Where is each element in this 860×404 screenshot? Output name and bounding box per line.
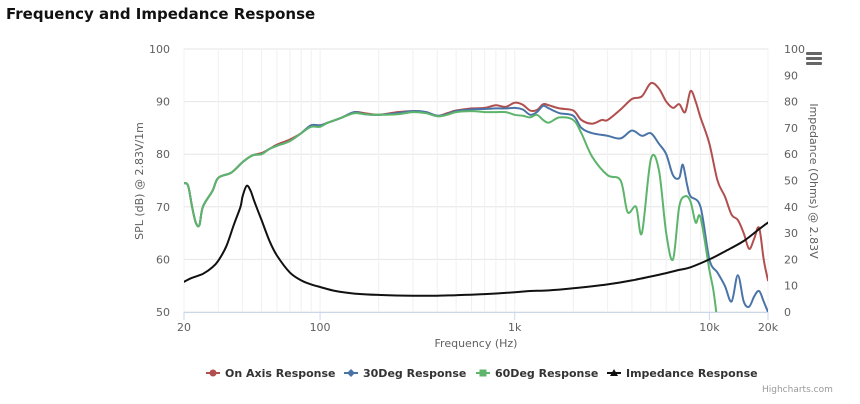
right-y-tick-label: 10 <box>784 280 798 293</box>
left-y-tick-label: 50 <box>156 306 170 319</box>
hamburger-menu-icon <box>806 52 822 55</box>
legend-triangle-marker <box>610 369 618 376</box>
x-tick-label: 100 <box>310 321 331 334</box>
hamburger-menu-icon-line <box>806 62 822 65</box>
chart-menu-button[interactable] <box>806 52 822 66</box>
x-tick-label: 20k <box>758 321 779 334</box>
legend-square-marker <box>479 369 487 377</box>
right-y-tick-label: 40 <box>784 201 798 214</box>
series-line-on-axis-response <box>184 81 768 282</box>
left-y-axis-title: SPL (dB) @ 2.83V/1m <box>133 122 146 240</box>
right-y-tick-label: 100 <box>784 43 805 56</box>
left-y-tick-label: 100 <box>149 43 170 56</box>
x-tick-label: 20 <box>177 321 191 334</box>
left-y-tick-label: 80 <box>156 148 170 161</box>
legend-label: 30Deg Response <box>363 367 466 380</box>
grid-lines <box>183 48 769 313</box>
axes: 50 60 70 80 90 100 0 10 20 30 40 50 60 70 80 90 100 20 100… <box>149 43 805 334</box>
legend-label: Impedance Response <box>626 367 758 380</box>
right-y-axis-title: Impedance (Ohms) @ 2.83V <box>807 103 820 259</box>
highcharts-credits-link[interactable]: Highcharts.com <box>762 385 833 395</box>
left-y-tick-label: 90 <box>156 96 170 109</box>
x-tick-label: 1k <box>508 321 522 334</box>
right-y-tick-label: 60 <box>784 148 798 161</box>
right-y-tick-label: 50 <box>784 175 798 188</box>
legend: On Axis Response 30Deg Response 60Deg Resp… <box>206 367 758 380</box>
series-line-impedance-response <box>184 184 768 297</box>
right-y-tick-label: 70 <box>784 122 798 135</box>
hamburger-menu-icon-line <box>806 57 822 60</box>
left-y-tick-label: 60 <box>156 253 170 266</box>
right-y-tick-label: 20 <box>784 253 798 266</box>
plot-area <box>184 81 768 312</box>
right-y-tick-label: 0 <box>784 306 791 319</box>
legend-diamond-marker <box>347 369 355 377</box>
left-y-tick-label: 70 <box>156 201 170 214</box>
series-line-60deg-response <box>184 110 718 312</box>
legend-item-30deg-response[interactable]: 30Deg Response <box>344 367 466 380</box>
legend-label: On Axis Response <box>225 367 336 380</box>
series-line-30deg-response <box>184 104 768 312</box>
right-y-tick-label: 90 <box>784 69 798 82</box>
right-y-tick-label: 30 <box>784 227 798 240</box>
x-axis-title: Frequency (Hz) <box>435 337 518 350</box>
x-tick-label: 10k <box>699 321 720 334</box>
legend-item-60deg-response[interactable]: 60Deg Response <box>476 367 598 380</box>
right-y-tick-label: 80 <box>784 96 798 109</box>
legend-item-impedance-response[interactable]: Impedance Response <box>607 367 758 380</box>
legend-item-on-axis-response[interactable]: On Axis Response <box>206 367 336 380</box>
legend-circle-marker <box>209 369 217 377</box>
page-title: Frequency and Impedance Response <box>6 5 316 23</box>
legend-label: 60Deg Response <box>495 367 598 380</box>
